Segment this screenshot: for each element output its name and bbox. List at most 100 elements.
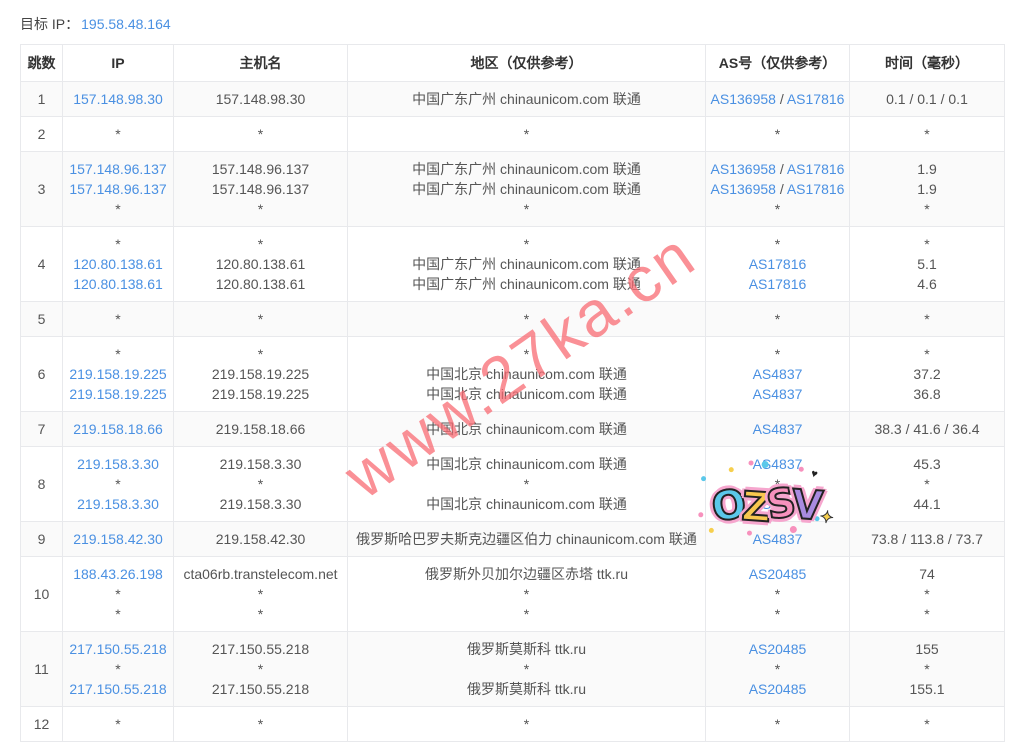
missing-hop-star: *	[257, 716, 264, 732]
hostname-text: 219.158.3.30	[219, 496, 302, 512]
as-link[interactable]: AS20485	[748, 566, 807, 582]
hop-number: 6	[37, 366, 46, 382]
hop-cell: 1	[20, 81, 63, 117]
col-header-hop: 跳数	[20, 44, 63, 82]
time-cell: 38.3 / 41.6 / 36.4	[849, 411, 1005, 447]
hostname-text: 157.148.96.137	[211, 161, 310, 177]
ip-link[interactable]: 219.158.3.30	[77, 456, 159, 472]
missing-hop-star: *	[523, 346, 530, 362]
hop-number: 2	[37, 126, 46, 142]
time-cell: *	[849, 706, 1005, 742]
missing-hop-star: *	[257, 346, 264, 362]
hostname-cell: 219.158.18.66	[173, 411, 348, 447]
as-cell: AS4837	[705, 521, 850, 557]
hop-number: 11	[34, 661, 49, 677]
as-link[interactable]: AS4837	[752, 496, 803, 512]
ip-link[interactable]: 120.80.138.61	[73, 276, 163, 292]
as-link[interactable]: AS4837	[752, 366, 803, 382]
time-cell: *	[849, 301, 1005, 337]
ip-link[interactable]: 157.148.98.30	[73, 91, 163, 107]
col-header-host: 主机名	[173, 44, 348, 82]
ip-link[interactable]: 188.43.26.198	[73, 566, 163, 582]
hostname-cell: *	[173, 301, 348, 337]
missing-hop-star: *	[523, 606, 530, 622]
missing-hop-star: *	[115, 606, 121, 622]
time-cell: 0.1 / 0.1 / 0.1	[849, 81, 1005, 117]
missing-hop-star: *	[774, 661, 781, 677]
ip-link[interactable]: 219.158.42.30	[73, 531, 163, 547]
ip-link[interactable]: 219.158.19.225	[69, 386, 167, 402]
as-link[interactable]: AS17816	[748, 256, 807, 272]
as-link[interactable]: AS4837	[752, 456, 803, 472]
missing-hop-star: *	[523, 716, 530, 732]
as-link[interactable]: AS136958	[710, 91, 776, 107]
region-text: 俄罗斯莫斯科 ttk.ru	[466, 641, 586, 657]
as-link[interactable]: AS20485	[748, 641, 807, 657]
hop-number: 4	[37, 256, 46, 272]
target-ip-link[interactable]: 195.58.48.164	[81, 16, 171, 32]
ip-link[interactable]: 157.148.96.137	[69, 161, 167, 177]
missing-hop-star: *	[924, 201, 930, 217]
missing-hop-star: *	[523, 201, 530, 217]
hop-cell: 10	[20, 556, 63, 632]
hostname-text: 219.158.19.225	[211, 366, 310, 382]
hostname-text: 219.158.42.30	[215, 531, 306, 547]
hop-cell: 6	[20, 336, 63, 412]
region-cell: * 中国广东广州 chinaunicom.com 联通 中国广东广州 chinaun…	[347, 226, 706, 302]
as-link[interactable]: AS17816	[786, 181, 845, 197]
missing-hop-star: *	[774, 236, 781, 252]
ip-cell: * 219.158.19.225 219.158.19.225	[62, 336, 174, 412]
missing-hop-star: *	[257, 661, 264, 677]
region-cell: 俄罗斯哈巴罗夫斯克边疆区伯力 chinaunicom.com 联通	[347, 521, 706, 557]
time-text: 5.1	[917, 256, 937, 272]
table-row: 2 * * * * *	[20, 116, 1005, 152]
hop-cell: 2	[20, 116, 63, 152]
hop-cell: 7	[20, 411, 63, 447]
as-link[interactable]: AS20485	[748, 681, 807, 697]
missing-hop-star: *	[924, 236, 930, 252]
hop-cell: 4	[20, 226, 63, 302]
missing-hop-star: *	[115, 236, 121, 252]
as-link[interactable]: AS136958	[710, 161, 776, 177]
ip-link[interactable]: 217.150.55.218	[69, 681, 167, 697]
table-row: 12 * * * * *	[20, 706, 1005, 742]
table-row: 9 219.158.42.30 219.158.42.30 俄罗斯哈巴罗夫斯克边疆区伯…	[20, 521, 1005, 557]
as-link[interactable]: AS17816	[786, 161, 845, 177]
ip-link[interactable]: 157.148.96.137	[69, 181, 167, 197]
hostname-text: 120.80.138.61	[215, 276, 306, 292]
region-text: 中国北京 chinaunicom.com 联通	[426, 386, 627, 402]
ip-link[interactable]: 219.158.19.225	[69, 366, 167, 382]
as-link[interactable]: AS4837	[752, 421, 803, 437]
as-cell: * AS4837 AS4837	[705, 336, 850, 412]
time-text: 44.1	[913, 496, 941, 512]
as-link[interactable]: AS17816	[748, 276, 807, 292]
region-text: 中国北京 chinaunicom.com 联通	[426, 366, 627, 382]
as-link[interactable]: AS17816	[786, 91, 845, 107]
as-link[interactable]: AS4837	[752, 386, 803, 402]
ozsv-sticker: OZSV ♥ ✦	[700, 468, 835, 533]
region-text: 中国广东广州 chinaunicom.com 联通	[412, 276, 641, 292]
ip-link[interactable]: 217.150.55.218	[69, 641, 167, 657]
table-row: 11 217.150.55.218 * 217.150.55.218 217.150.5…	[20, 631, 1005, 707]
region-text: 俄罗斯莫斯科 ttk.ru	[466, 681, 586, 697]
ip-link[interactable]: 120.80.138.61	[73, 256, 163, 272]
hop-number: 5	[37, 311, 46, 327]
time-text: 74	[919, 566, 935, 582]
col-header-ip: IP	[62, 44, 174, 82]
missing-hop-star: *	[523, 476, 530, 492]
table-row: 5 * * * * *	[20, 301, 1005, 337]
missing-hop-star: *	[523, 586, 530, 602]
as-link[interactable]: AS136958	[710, 181, 776, 197]
as-cell: AS20485 * AS20485	[705, 631, 850, 707]
sticker-letters: OZSV	[708, 479, 822, 533]
table-row: 6 * 219.158.19.225 219.158.19.225 * 219.158.1…	[20, 336, 1005, 412]
missing-hop-star: *	[774, 201, 781, 217]
as-separator: /	[775, 91, 787, 107]
ip-link[interactable]: 219.158.18.66	[73, 421, 163, 437]
region-text: 中国广东广州 chinaunicom.com 联通	[412, 256, 641, 272]
missing-hop-star: *	[523, 236, 530, 252]
ip-link[interactable]: 219.158.3.30	[77, 496, 159, 512]
missing-hop-star: *	[924, 346, 930, 362]
as-link[interactable]: AS4837	[752, 531, 803, 547]
region-text: 俄罗斯外贝加尔边疆区赤塔 ttk.ru	[424, 566, 628, 582]
